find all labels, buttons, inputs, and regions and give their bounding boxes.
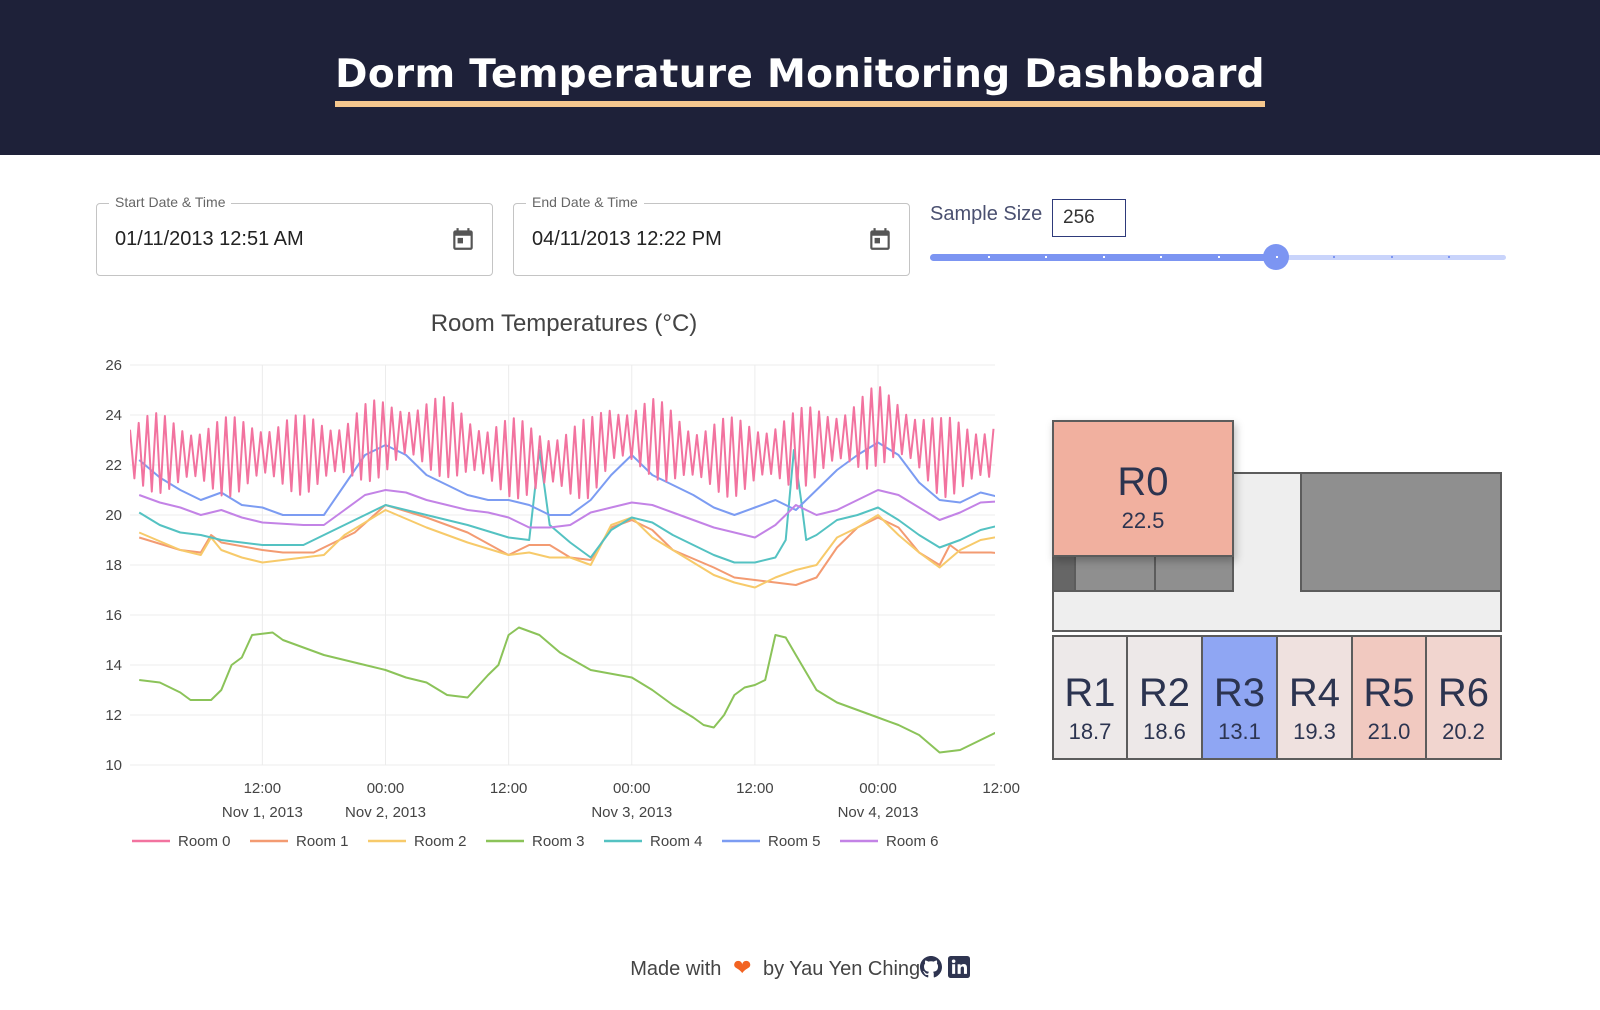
stair-block — [1052, 555, 1076, 592]
x-tick-date-label: Nov 2, 2013 — [345, 804, 426, 821]
room-0-name: R0 — [1117, 460, 1169, 504]
room-3-tile[interactable]: R3 13.1 — [1201, 635, 1278, 760]
slider-mark — [987, 256, 990, 258]
room-4-tile[interactable]: R4 19.3 — [1276, 635, 1353, 760]
start-datetime-label: Start Date & Time — [109, 194, 232, 210]
x-tick-label: 12:00 — [736, 780, 774, 797]
legend-label: Room 2 — [414, 833, 467, 850]
calendar-icon[interactable] — [867, 226, 893, 252]
room-1-name: R1 — [1064, 671, 1116, 715]
y-tick-label: 12 — [105, 707, 122, 724]
room-0-tile[interactable]: R0 22.5 — [1052, 420, 1234, 557]
y-tick-label: 24 — [105, 407, 122, 424]
heart-icon: ❤ — [732, 955, 752, 980]
slider-mark — [1448, 256, 1451, 258]
sample-size-slider[interactable] — [930, 244, 1506, 270]
y-tick-label: 10 — [105, 757, 122, 774]
series-line-room-4 — [138, 449, 995, 564]
slider-mark — [1390, 256, 1393, 258]
room-0-temp: 22.5 — [1121, 508, 1165, 533]
start-datetime-field[interactable]: Start Date & Time 01/11/2013 12:51 AM — [96, 194, 493, 276]
github-icon[interactable] — [920, 956, 943, 978]
room-5-temp: 21.0 — [1367, 719, 1411, 744]
room-6-temp: 20.2 — [1442, 719, 1485, 744]
legend-label: Room 3 — [532, 833, 585, 850]
linkedin-icon[interactable] — [947, 956, 970, 978]
page-title-text: Dorm Temperature Monitoring Dashboard — [335, 52, 1265, 107]
end-datetime-label: End Date & Time — [526, 194, 644, 210]
y-tick-label: 14 — [105, 657, 122, 674]
series-line-room-2 — [138, 509, 995, 589]
legend-label: Room 1 — [296, 833, 349, 850]
y-tick-label: 18 — [105, 557, 122, 574]
utility-block-2 — [1154, 555, 1234, 592]
legend-label: Room 5 — [768, 833, 821, 850]
temperature-line-chart[interactable]: 10 12 14 16 18 20 22 24 26 12:00 Nov 1, 2013 00:00 N… — [90, 360, 1020, 870]
x-tick-label: 12:00 — [244, 780, 282, 797]
x-tick-date-label: Nov 3, 2013 — [591, 804, 672, 821]
sample-size-label: Sample Size — [930, 203, 1043, 225]
x-tick-date-label: Nov 4, 2013 — [838, 804, 919, 821]
chart-title: Room Temperatures (°C) — [430, 310, 698, 337]
room-3-temp: 13.1 — [1218, 719, 1261, 744]
y-tick-label: 16 — [105, 607, 122, 624]
slider-mark — [1275, 256, 1278, 258]
page-title: Dorm Temperature Monitoring Dashboard — [0, 52, 1600, 107]
legend-label: Room 6 — [886, 833, 939, 850]
series-line-room-5 — [138, 441, 995, 516]
y-tick-label: 20 — [105, 507, 122, 524]
x-tick-label: 12:00 — [982, 780, 1020, 797]
series-line-room-1 — [138, 504, 995, 586]
room-4-temp: 19.3 — [1293, 719, 1336, 744]
service-block — [1300, 472, 1502, 592]
footer: Made with ❤ by Yau Yen Ching — [0, 955, 1600, 981]
end-datetime-field[interactable]: End Date & Time 04/11/2013 12:22 PM — [513, 194, 910, 276]
room-4-name: R4 — [1288, 671, 1341, 715]
header-bar: Dorm Temperature Monitoring Dashboard — [0, 0, 1600, 155]
series-line-room-6 — [138, 489, 995, 539]
y-tick-label: 26 — [105, 360, 122, 374]
footer-author: by Yau Yen Ching — [762, 958, 921, 980]
room-2-name: R2 — [1138, 671, 1191, 715]
room-6-tile[interactable]: R6 20.2 — [1425, 635, 1502, 760]
room-5-name: R5 — [1363, 671, 1415, 715]
floor-plan: R0 22.5 R1 18.7 R2 18.6 R3 13.1 R4 19.3 … — [1052, 420, 1502, 760]
x-tick-label: 00:00 — [367, 780, 405, 797]
y-tick-label: 22 — [105, 457, 122, 474]
x-tick-date-label: Nov 1, 2013 — [222, 804, 303, 821]
calendar-icon[interactable] — [450, 226, 476, 252]
room-3-name: R3 — [1213, 671, 1266, 715]
room-5-tile[interactable]: R5 21.0 — [1351, 635, 1427, 760]
slider-mark — [1218, 256, 1220, 258]
slider-mark — [1102, 256, 1105, 258]
slider-mark — [1045, 256, 1048, 258]
footer-prefix: Made with — [630, 958, 722, 980]
start-datetime-value[interactable]: 01/11/2013 12:51 AM — [115, 228, 304, 250]
room-1-tile[interactable]: R1 18.7 — [1052, 635, 1128, 760]
room-6-name: R6 — [1437, 671, 1490, 715]
room-2-temp: 18.6 — [1143, 719, 1186, 744]
sample-size-input[interactable] — [1052, 199, 1126, 237]
room-2-tile[interactable]: R2 18.6 — [1126, 635, 1203, 760]
utility-block-1 — [1074, 555, 1156, 592]
x-tick-label: 00:00 — [613, 780, 651, 797]
series-line-room-0 — [130, 386, 995, 500]
x-tick-label: 12:00 — [490, 780, 528, 797]
slider-mark — [1333, 256, 1336, 258]
legend-label: Room 0 — [178, 833, 231, 850]
series-line-room-3 — [139, 626, 995, 754]
end-datetime-value[interactable]: 04/11/2013 12:22 PM — [532, 228, 722, 250]
slider-mark — [1160, 256, 1163, 258]
legend-label: Room 4 — [650, 833, 703, 850]
x-tick-label: 00:00 — [859, 780, 897, 797]
room-1-temp: 18.7 — [1068, 719, 1112, 744]
